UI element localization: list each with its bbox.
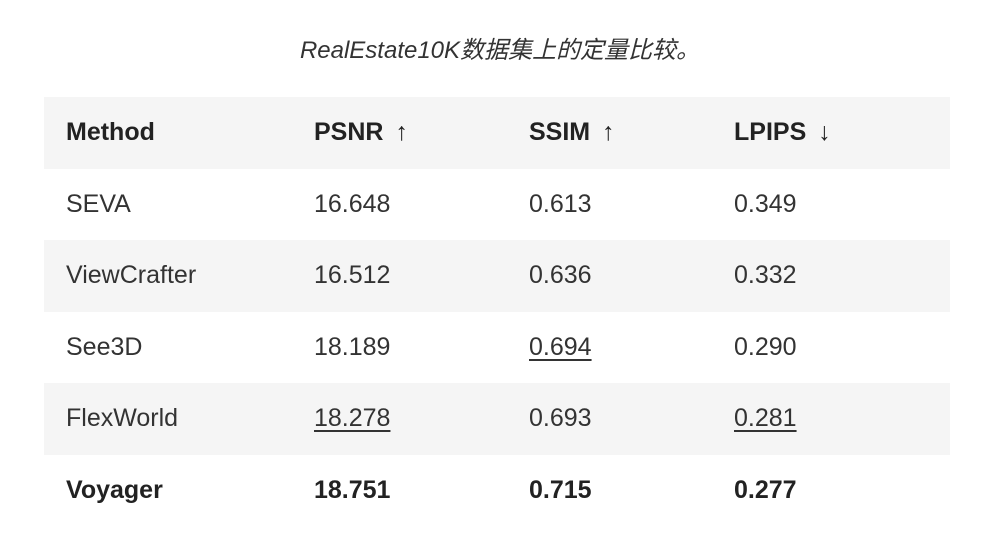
cell-psnr: 16.648 [314,189,391,218]
cell-lpips: 0.332 [734,261,797,290]
cell-psnr: 18.189 [314,332,391,361]
cell-lpips: 0.349 [734,189,797,218]
cell-psnr: 18.278 [314,383,529,455]
cell-method: ViewCrafter [66,261,197,290]
cell-ssim: 0.613 [529,189,592,218]
table-row: SEVA 16.648 0.613 0.349 [44,169,950,241]
cell-psnr: 18.751 [314,475,391,504]
cell-method: Voyager [66,475,163,504]
arrow-up-icon: ↑ [602,118,615,147]
header-psnr: PSNR ↑ [314,118,408,147]
cell-method: SEVA [66,189,131,218]
cell-method: FlexWorld [66,404,179,433]
second-best-value: 0.694 [529,332,592,361]
cell-psnr: 16.512 [314,261,391,290]
cell-ssim: 0.693 [529,404,592,433]
header-ssim: SSIM ↑ [529,118,615,147]
header-lpips: LPIPS ↓ [734,118,831,147]
cell-lpips: 0.277 [734,475,797,504]
header-method: Method [66,118,155,147]
table-caption: RealEstate10K数据集上的定量比较。 [299,37,701,64]
table-row: See3D 18.189 0.694 0.290 [44,312,950,384]
second-best-value: 18.278 [314,404,391,433]
cell-ssim: 0.694 [529,312,734,384]
table-row: FlexWorld 18.278 0.693 0.281 [44,383,950,455]
table-row: ViewCrafter 16.512 0.636 0.332 [44,240,950,312]
comparison-table: Method PSNR ↑ SSIM ↑ LPIPS ↓ SEVA 16.648 0.… [44,97,950,526]
second-best-value: 0.281 [734,404,797,433]
table-row-best: Voyager 18.751 0.715 0.277 [44,455,950,527]
arrow-down-icon: ↓ [818,118,831,147]
cell-method: See3D [66,332,143,361]
cell-lpips: 0.281 [734,383,950,455]
arrow-up-icon: ↑ [395,118,408,147]
cell-lpips: 0.290 [734,332,797,361]
table-header-row: Method PSNR ↑ SSIM ↑ LPIPS ↓ [44,97,950,169]
cell-ssim: 0.715 [529,475,592,504]
cell-ssim: 0.636 [529,261,592,290]
